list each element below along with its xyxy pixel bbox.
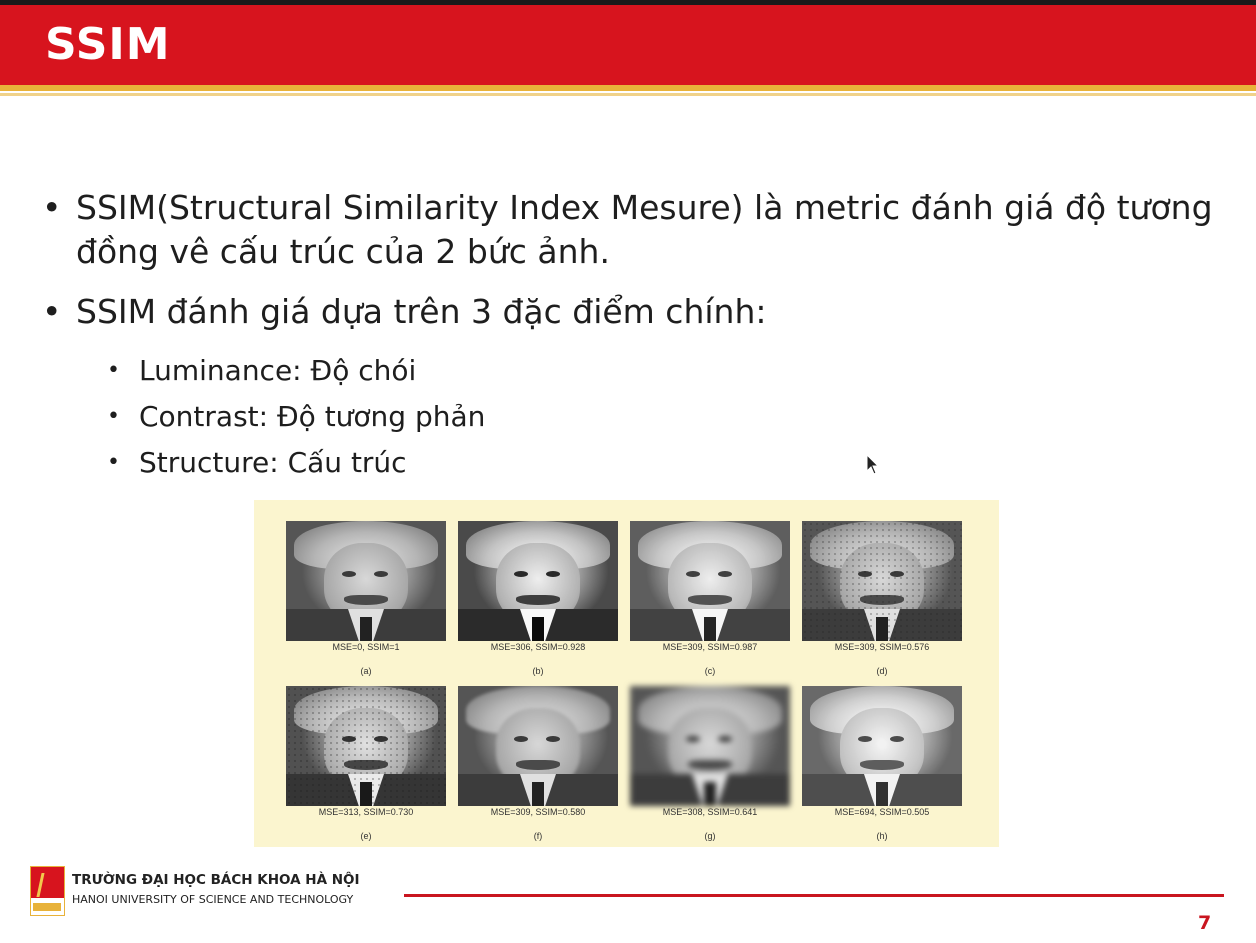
portrait-image [458, 521, 618, 641]
bullet-item: • SSIM đánh giá dựa trên 3 đặc điểm chín… [40, 290, 1230, 334]
main-bullet-list: • SSIM(Structural Similarity Index Mesur… [40, 186, 1230, 350]
sub-bullet-item: • Structure: Cấu trúc [105, 440, 485, 486]
portrait-image [802, 686, 962, 806]
university-name-en: HANOI UNIVERSITY OF SCIENCE AND TECHNOLO… [72, 893, 354, 906]
portrait-image [286, 521, 446, 641]
image-caption: MSE=0, SSIM=1 [332, 642, 400, 652]
sub-bullet-list: • Luminance: Độ chói • Contrast: Độ tươn… [105, 348, 485, 486]
sub-bullet-item: • Luminance: Độ chói [105, 348, 485, 394]
image-caption: MSE=309, SSIM=0.580 [490, 807, 586, 817]
image-caption: MSE=306, SSIM=0.928 [490, 642, 586, 652]
image-label: (b) [532, 666, 544, 676]
image-label: (d) [876, 666, 888, 676]
portrait-image [630, 521, 790, 641]
image-label: (a) [360, 666, 372, 676]
bullet-dot-icon: • [107, 358, 120, 383]
title-band: SSIM [0, 5, 1256, 85]
image-caption: MSE=309, SSIM=0.987 [662, 642, 758, 652]
ssim-comparison-figure: MSE=0, SSIM=1 (a) MSE=306, SSIM=0.928 (b… [254, 500, 999, 847]
image-caption: MSE=694, SSIM=0.505 [834, 807, 930, 817]
title-underline [0, 85, 1256, 91]
bullet-dot-icon: • [107, 404, 120, 429]
bullet-dot-icon: • [42, 292, 62, 331]
bullet-dot-icon: • [42, 188, 62, 227]
bullet-text: SSIM(Structural Similarity Index Mesure)… [76, 188, 1213, 271]
window-top-edge [0, 0, 1256, 5]
university-name-vn: TRƯỜNG ĐẠI HỌC BÁCH KHOA HÀ NỘI [72, 872, 360, 888]
footer-divider [404, 894, 1224, 897]
sub-bullet-text: Contrast: Độ tương phản [139, 400, 486, 433]
image-caption: MSE=313, SSIM=0.730 [318, 807, 414, 817]
image-caption: MSE=308, SSIM=0.641 [662, 807, 758, 817]
bullet-text: SSIM đánh giá dựa trên 3 đặc điểm chính: [76, 292, 767, 331]
bullet-item: • SSIM(Structural Similarity Index Mesur… [40, 186, 1230, 274]
image-label: (g) [704, 831, 716, 841]
sub-bullet-item: • Contrast: Độ tương phản [105, 394, 485, 440]
sub-bullet-text: Structure: Cấu trúc [139, 446, 407, 479]
page-number: 7 [1198, 912, 1212, 934]
image-label: (f) [533, 831, 543, 841]
sub-bullet-text: Luminance: Độ chói [139, 354, 417, 387]
portrait-image [630, 686, 790, 806]
image-label: (e) [360, 831, 372, 841]
slide-title: SSIM [45, 19, 171, 70]
portrait-image [286, 686, 446, 806]
image-caption: MSE=309, SSIM=0.576 [834, 642, 930, 652]
mouse-pointer-icon [866, 454, 880, 475]
bullet-dot-icon: • [107, 450, 120, 475]
portrait-image [802, 521, 962, 641]
title-underline-thin [0, 93, 1256, 96]
image-label: (c) [704, 666, 716, 676]
university-logo [30, 866, 65, 916]
portrait-image [458, 686, 618, 806]
image-label: (h) [876, 831, 888, 841]
